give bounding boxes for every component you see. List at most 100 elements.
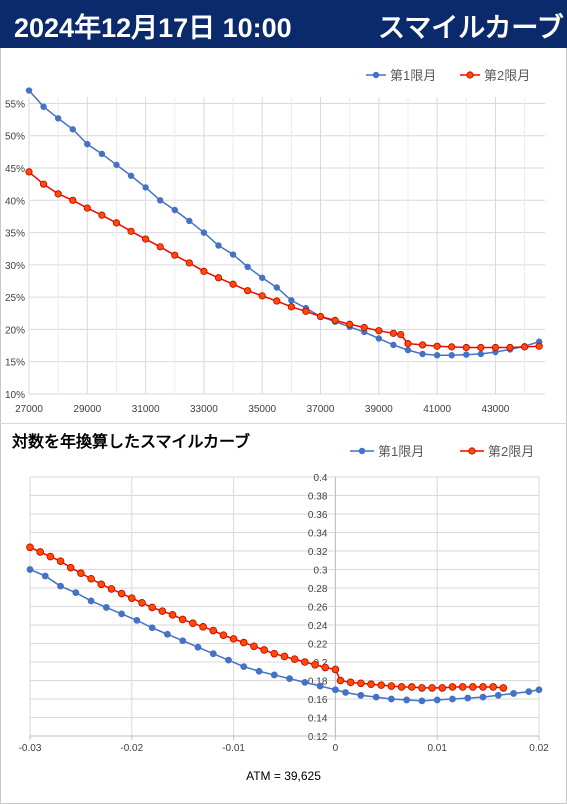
data-point [168, 611, 177, 619]
y-tick-label: 45% [5, 164, 25, 175]
data-point [407, 683, 416, 691]
data-point [36, 548, 44, 556]
y-tick-label: 0.22 [308, 640, 328, 651]
data-point [69, 196, 77, 204]
data-point [464, 694, 472, 702]
data-point [301, 678, 309, 686]
data-point [225, 656, 232, 664]
data-point [288, 297, 295, 304]
y-tick-label: 55% [5, 99, 25, 110]
data-point [506, 343, 514, 352]
data-point [433, 696, 441, 704]
data-point [336, 676, 345, 685]
data-point [98, 150, 106, 158]
data-point [26, 543, 34, 552]
x-tick-label: 35000 [248, 404, 276, 415]
data-point [258, 292, 266, 300]
data-point [499, 684, 508, 692]
x-tick-label: -0.02 [120, 743, 143, 754]
data-point [403, 696, 411, 704]
data-point [346, 320, 354, 328]
data-point [219, 631, 228, 639]
data-point [270, 649, 279, 658]
data-point [390, 341, 397, 349]
x-tick-label: -0.01 [222, 743, 245, 754]
data-point [273, 297, 281, 305]
header-title: スマイルカーブ [378, 13, 564, 43]
data-point [138, 599, 146, 607]
x-tick-label: 39000 [365, 404, 393, 415]
data-point [448, 343, 456, 351]
data-point [117, 589, 126, 598]
data-point [98, 211, 106, 219]
chart2-title: 対数を年換算したスマイルカーブ [12, 434, 251, 451]
log-smile-curve-chart: 0.12 0.14 0.16 0.18 0.2 0.22 0.24 0.26 0.28 0.3 0.… [19, 444, 550, 754]
data-point [397, 683, 406, 691]
data-point [39, 180, 48, 188]
y-tick-label: 0.36 [308, 510, 328, 521]
data-point [83, 204, 91, 212]
data-point [469, 683, 477, 691]
data-point [54, 115, 62, 122]
data-point [199, 623, 207, 631]
data-point [479, 693, 487, 701]
data-point [331, 316, 339, 324]
data-point [331, 665, 340, 674]
data-point [404, 346, 412, 354]
data-point [489, 683, 497, 691]
data-point [215, 242, 222, 249]
data-point [397, 330, 405, 339]
series-line [29, 568, 540, 702]
data-point [185, 259, 193, 267]
data-point [510, 690, 517, 697]
data-point [418, 697, 426, 705]
data-point [127, 227, 135, 235]
legend-marker [468, 447, 476, 455]
data-point [479, 683, 487, 691]
y-tick-label: 15% [5, 358, 25, 369]
data-point [156, 243, 164, 251]
data-point [448, 683, 457, 691]
legend-label: 第1限月 [378, 444, 424, 459]
data-point [250, 642, 258, 651]
data-point [463, 351, 470, 358]
data-point [387, 682, 396, 690]
data-point [26, 566, 34, 573]
data-point [239, 638, 248, 647]
data-point [357, 679, 365, 688]
atm-label: ATM = 39,625 [246, 769, 321, 783]
data-point [287, 303, 295, 311]
data-point [311, 660, 319, 669]
legend-marker [358, 447, 366, 455]
data-point [419, 350, 426, 358]
data-point [458, 683, 467, 691]
data-point [375, 327, 383, 335]
series-line [28, 90, 540, 357]
legend-label: 第2限月 [484, 68, 530, 83]
data-point [494, 691, 502, 699]
legend-label: 第2限月 [488, 444, 534, 459]
data-point [316, 682, 324, 690]
data-point [128, 594, 136, 602]
y-tick-label: 0.28 [308, 584, 328, 595]
data-point [194, 643, 202, 651]
data-point [56, 557, 65, 565]
data-point [389, 329, 398, 337]
data-point [107, 585, 116, 593]
data-point [72, 589, 80, 597]
data-point [260, 646, 268, 654]
data-point [171, 251, 179, 259]
data-point [229, 635, 238, 643]
data-point [273, 284, 280, 291]
data-point [387, 695, 395, 703]
data-point [164, 630, 171, 638]
data-point [418, 341, 427, 349]
y-tick-label: 20% [5, 325, 25, 336]
series-line [29, 546, 504, 689]
data-point [112, 219, 121, 227]
x-tick-label: 43000 [482, 404, 510, 415]
y-tick-label: 0.34 [308, 529, 328, 540]
x-tick-label: 41000 [423, 404, 451, 415]
data-point [171, 206, 178, 214]
legend-marker [372, 71, 380, 79]
